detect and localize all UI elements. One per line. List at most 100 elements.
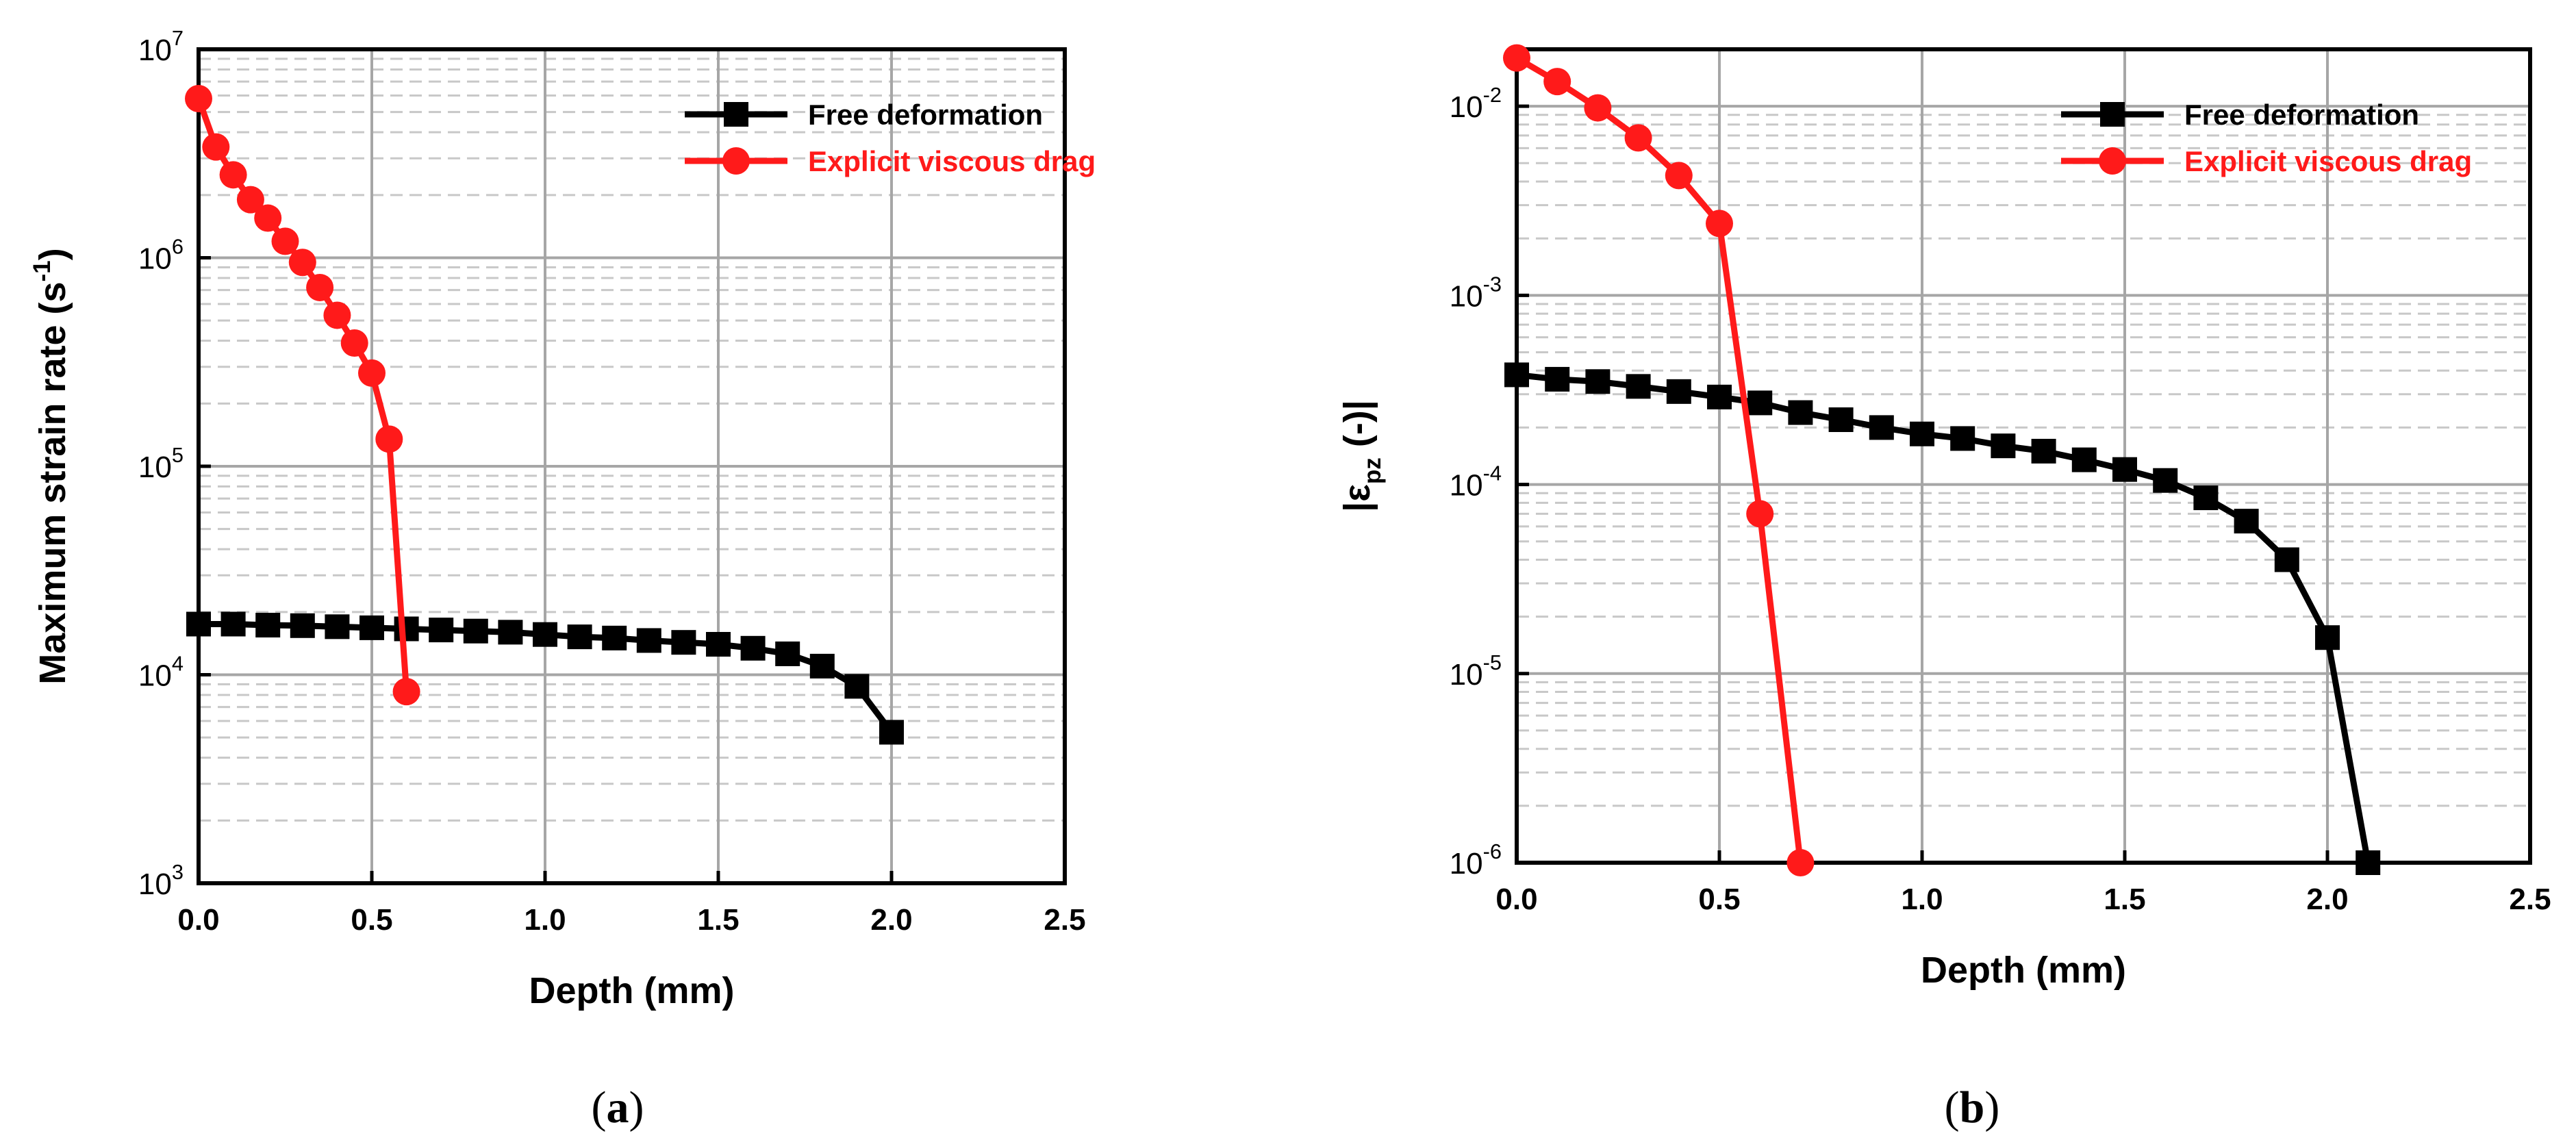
data-point	[671, 630, 696, 655]
y-tick-base: 10	[138, 242, 172, 276]
y-tick-label: 107	[138, 26, 184, 67]
data-point	[879, 720, 904, 745]
data-point	[290, 613, 315, 638]
data-point	[1786, 849, 1815, 876]
data-point	[1585, 369, 1611, 394]
y-tick-label: 10-2	[1450, 83, 1502, 124]
data-point	[1666, 379, 1691, 404]
y-tick-label: 106	[138, 235, 184, 276]
y-tick-exp: -3	[1483, 272, 1502, 296]
legend-label: Free deformation	[808, 99, 1043, 131]
y-title-sub: pz	[1359, 457, 1386, 484]
legend-marker	[722, 147, 750, 175]
x-tick-label: 2.5	[2509, 883, 2551, 916]
series-group	[1503, 44, 2381, 876]
panel-label-a: (a)	[591, 1082, 644, 1132]
data-point	[1910, 421, 1934, 446]
legend-label: Explicit viscous drag	[2184, 145, 2472, 177]
y-tick-base: 10	[138, 659, 172, 693]
data-point	[533, 622, 557, 647]
x-axis-title: Depth (mm)	[529, 970, 735, 1011]
y-title-end: )	[32, 248, 73, 260]
y-tick-label: 105	[138, 443, 184, 484]
data-point	[498, 620, 523, 645]
y-tick-exp: 6	[172, 235, 184, 259]
data-point	[394, 616, 419, 642]
legend: Free deformation Explicit viscous drag	[2061, 99, 2472, 177]
data-point	[254, 204, 282, 232]
data-point	[1950, 426, 1975, 451]
y-tick-label: 10-4	[1450, 461, 1502, 503]
data-point	[1747, 390, 1773, 416]
series-line	[1516, 371, 2371, 863]
y-axis-title: Maximum strain rate (s-1)	[29, 248, 73, 684]
data-point	[706, 632, 731, 657]
y-tick-exp: 5	[172, 443, 184, 467]
data-point	[1991, 433, 2016, 459]
series-free-deformation	[1504, 362, 2381, 875]
data-point	[2234, 509, 2259, 534]
x-tick-label: 1.5	[697, 903, 739, 937]
y-tick-base: 10	[138, 34, 172, 67]
data-point	[844, 674, 870, 699]
data-point	[186, 611, 211, 637]
data-point	[1788, 400, 1813, 425]
data-point	[429, 618, 454, 643]
data-point	[375, 425, 403, 453]
data-point	[1504, 362, 1529, 388]
data-point	[1665, 162, 1693, 190]
data-point	[306, 273, 334, 301]
data-point	[2356, 850, 2381, 875]
data-point	[185, 85, 212, 113]
x-axis: 0.0 0.5 1.0 1.5 2.0 2.5 Depth (mm)	[1495, 850, 2551, 991]
data-point	[220, 611, 246, 637]
y-axis: 10-610-510-410-310-2|εpz (-)|	[1337, 83, 1529, 881]
y-title-post: (-)|	[1337, 400, 1378, 457]
legend-marker	[2099, 147, 2126, 175]
data-point	[1869, 415, 1894, 440]
data-point	[325, 614, 350, 639]
legend-label: Free deformation	[2184, 99, 2419, 131]
y-tick-label: 10-5	[1450, 650, 1502, 692]
data-point	[602, 625, 627, 650]
data-point	[1706, 210, 1733, 238]
data-point	[1626, 374, 1651, 399]
legend-label: Explicit viscous drag	[808, 145, 1096, 177]
y-tick-exp: 7	[172, 26, 184, 50]
y-tick-exp: -6	[1483, 839, 1502, 863]
data-point	[2031, 438, 2056, 464]
legend: Free deformation Explicit viscous drag	[685, 99, 1096, 177]
data-point	[2193, 485, 2219, 511]
x-tick-label: 1.5	[2104, 883, 2145, 916]
data-point	[2315, 625, 2340, 650]
series-explicit-viscous-drag	[185, 85, 420, 706]
y-title-main: Maximum strain rate (s	[32, 281, 73, 684]
x-tick-label: 2.0	[2306, 883, 2348, 916]
x-tick-label: 1.0	[524, 903, 566, 937]
data-point	[1545, 366, 1570, 392]
y-tick-label: 104	[138, 652, 184, 693]
data-point	[1584, 94, 1612, 122]
data-point	[358, 359, 386, 387]
y-tick-base: 10	[1450, 847, 1483, 881]
x-tick-label: 1.0	[1901, 883, 1943, 916]
x-tick-label: 2.0	[870, 903, 912, 937]
y-tick-exp: -5	[1483, 650, 1502, 674]
data-point	[288, 249, 316, 277]
data-point	[740, 635, 766, 661]
y-tick-exp: -4	[1483, 461, 1502, 485]
data-point	[1746, 500, 1774, 528]
y-tick-exp: -2	[1483, 83, 1502, 107]
plot-frame	[1515, 47, 2532, 865]
y-tick-base: 10	[1450, 279, 1483, 313]
data-point	[2112, 457, 2137, 482]
data-point	[323, 301, 351, 329]
y-title-sup: -1	[29, 260, 55, 281]
y-tick-label: 103	[138, 860, 184, 901]
panel-label-b: (b)	[1944, 1082, 2000, 1132]
data-point	[359, 615, 384, 640]
data-point	[202, 133, 230, 161]
y-tick-base: 10	[138, 867, 172, 901]
